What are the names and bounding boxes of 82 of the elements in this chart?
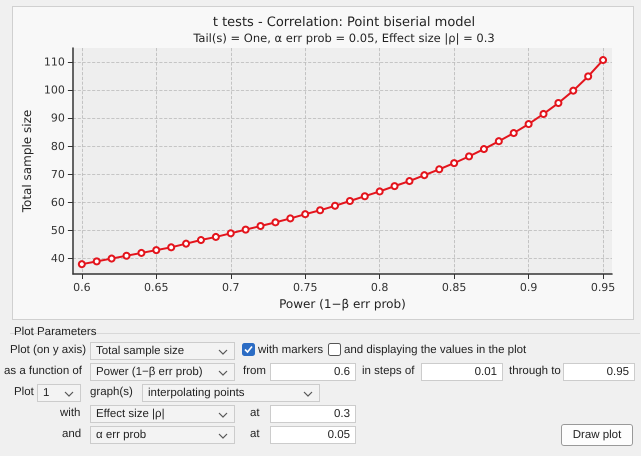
chart-title: t tests - Correlation: Point biserial model	[212, 15, 476, 30]
point	[212, 232, 220, 241]
point	[242, 226, 250, 234]
text: in steps of	[362, 365, 414, 377]
point	[226, 229, 235, 238]
x-tick-label: 0.65	[144, 281, 169, 294]
text: and displaying the values in the plot	[344, 344, 526, 356]
text: 0.01	[421, 363, 503, 381]
text: with	[60, 407, 80, 419]
point	[331, 202, 339, 210]
text: from	[243, 365, 266, 377]
x-tick-label: 0.8	[370, 281, 388, 294]
x-tick-label: 0.7	[222, 281, 240, 294]
text: α err prob	[90, 426, 235, 444]
text: through to	[509, 365, 561, 377]
point	[494, 137, 503, 146]
point	[271, 218, 280, 226]
point	[360, 192, 369, 200]
point	[405, 177, 414, 186]
point	[316, 206, 324, 214]
point	[450, 159, 458, 168]
text: graph(s)	[90, 386, 133, 398]
x-axis-title: Power (1−β err prob)	[279, 296, 406, 311]
point	[92, 257, 101, 266]
point	[346, 197, 354, 206]
point	[569, 86, 578, 95]
point	[256, 222, 265, 230]
point	[584, 72, 592, 80]
y-tick-label: 40	[50, 252, 65, 266]
x-tick-label: 0.85	[442, 281, 466, 294]
y-tick-label: 90	[50, 112, 65, 125]
text: Effect size |ρ|	[90, 405, 235, 423]
text: with markers	[258, 344, 324, 356]
point	[510, 129, 518, 138]
text: Plot Parameters	[14, 326, 96, 338]
point	[465, 152, 474, 160]
text: 0.05	[270, 426, 356, 444]
text: 0.6	[270, 363, 356, 381]
text: Plot (on y axis)	[10, 344, 86, 356]
y-tick-label: 110	[44, 56, 65, 69]
text: and	[62, 428, 82, 440]
text: Plot	[14, 386, 34, 398]
text: at	[250, 428, 260, 440]
y-axis-title: Total sample size	[20, 110, 34, 214]
text: Total sample size	[90, 342, 235, 360]
point	[152, 246, 160, 254]
point	[599, 56, 608, 64]
point	[301, 210, 310, 218]
text: Power (1−β err prob)	[90, 363, 235, 381]
point	[390, 182, 399, 190]
point	[480, 145, 488, 154]
text: as a function of	[4, 365, 82, 377]
point	[167, 243, 176, 252]
x-tick-label: 0.9	[520, 281, 538, 294]
text: at	[250, 407, 260, 419]
point	[78, 260, 86, 268]
point	[286, 214, 294, 222]
point	[420, 171, 428, 180]
point	[524, 120, 533, 128]
point	[137, 248, 146, 257]
x-tick-label: 0.95	[590, 281, 616, 294]
text: 0.3	[270, 405, 356, 423]
point	[435, 165, 444, 174]
point	[108, 254, 116, 263]
y-tick-label: 60	[50, 196, 65, 209]
point	[376, 187, 384, 196]
text: interpolating points	[142, 384, 320, 402]
text: 1	[37, 384, 81, 402]
y-tick-label: 50	[50, 224, 65, 237]
y-tick-label: 80	[50, 140, 65, 153]
point	[122, 252, 131, 260]
point	[196, 236, 205, 244]
point	[554, 99, 562, 108]
x-tick-label: 0.75	[292, 281, 318, 294]
y-tick-label: 70	[50, 168, 65, 181]
chart-subtitle: Tail(s) = One, α err prob = 0.05, Effect size |ρ| = 0.3	[192, 31, 495, 45]
text: 0.95	[563, 363, 635, 381]
text: Draw plot	[561, 424, 633, 446]
point	[182, 240, 190, 248]
point	[540, 110, 548, 118]
y-tick-label: 100	[44, 84, 65, 97]
x-tick-label: 0.6	[73, 281, 91, 294]
